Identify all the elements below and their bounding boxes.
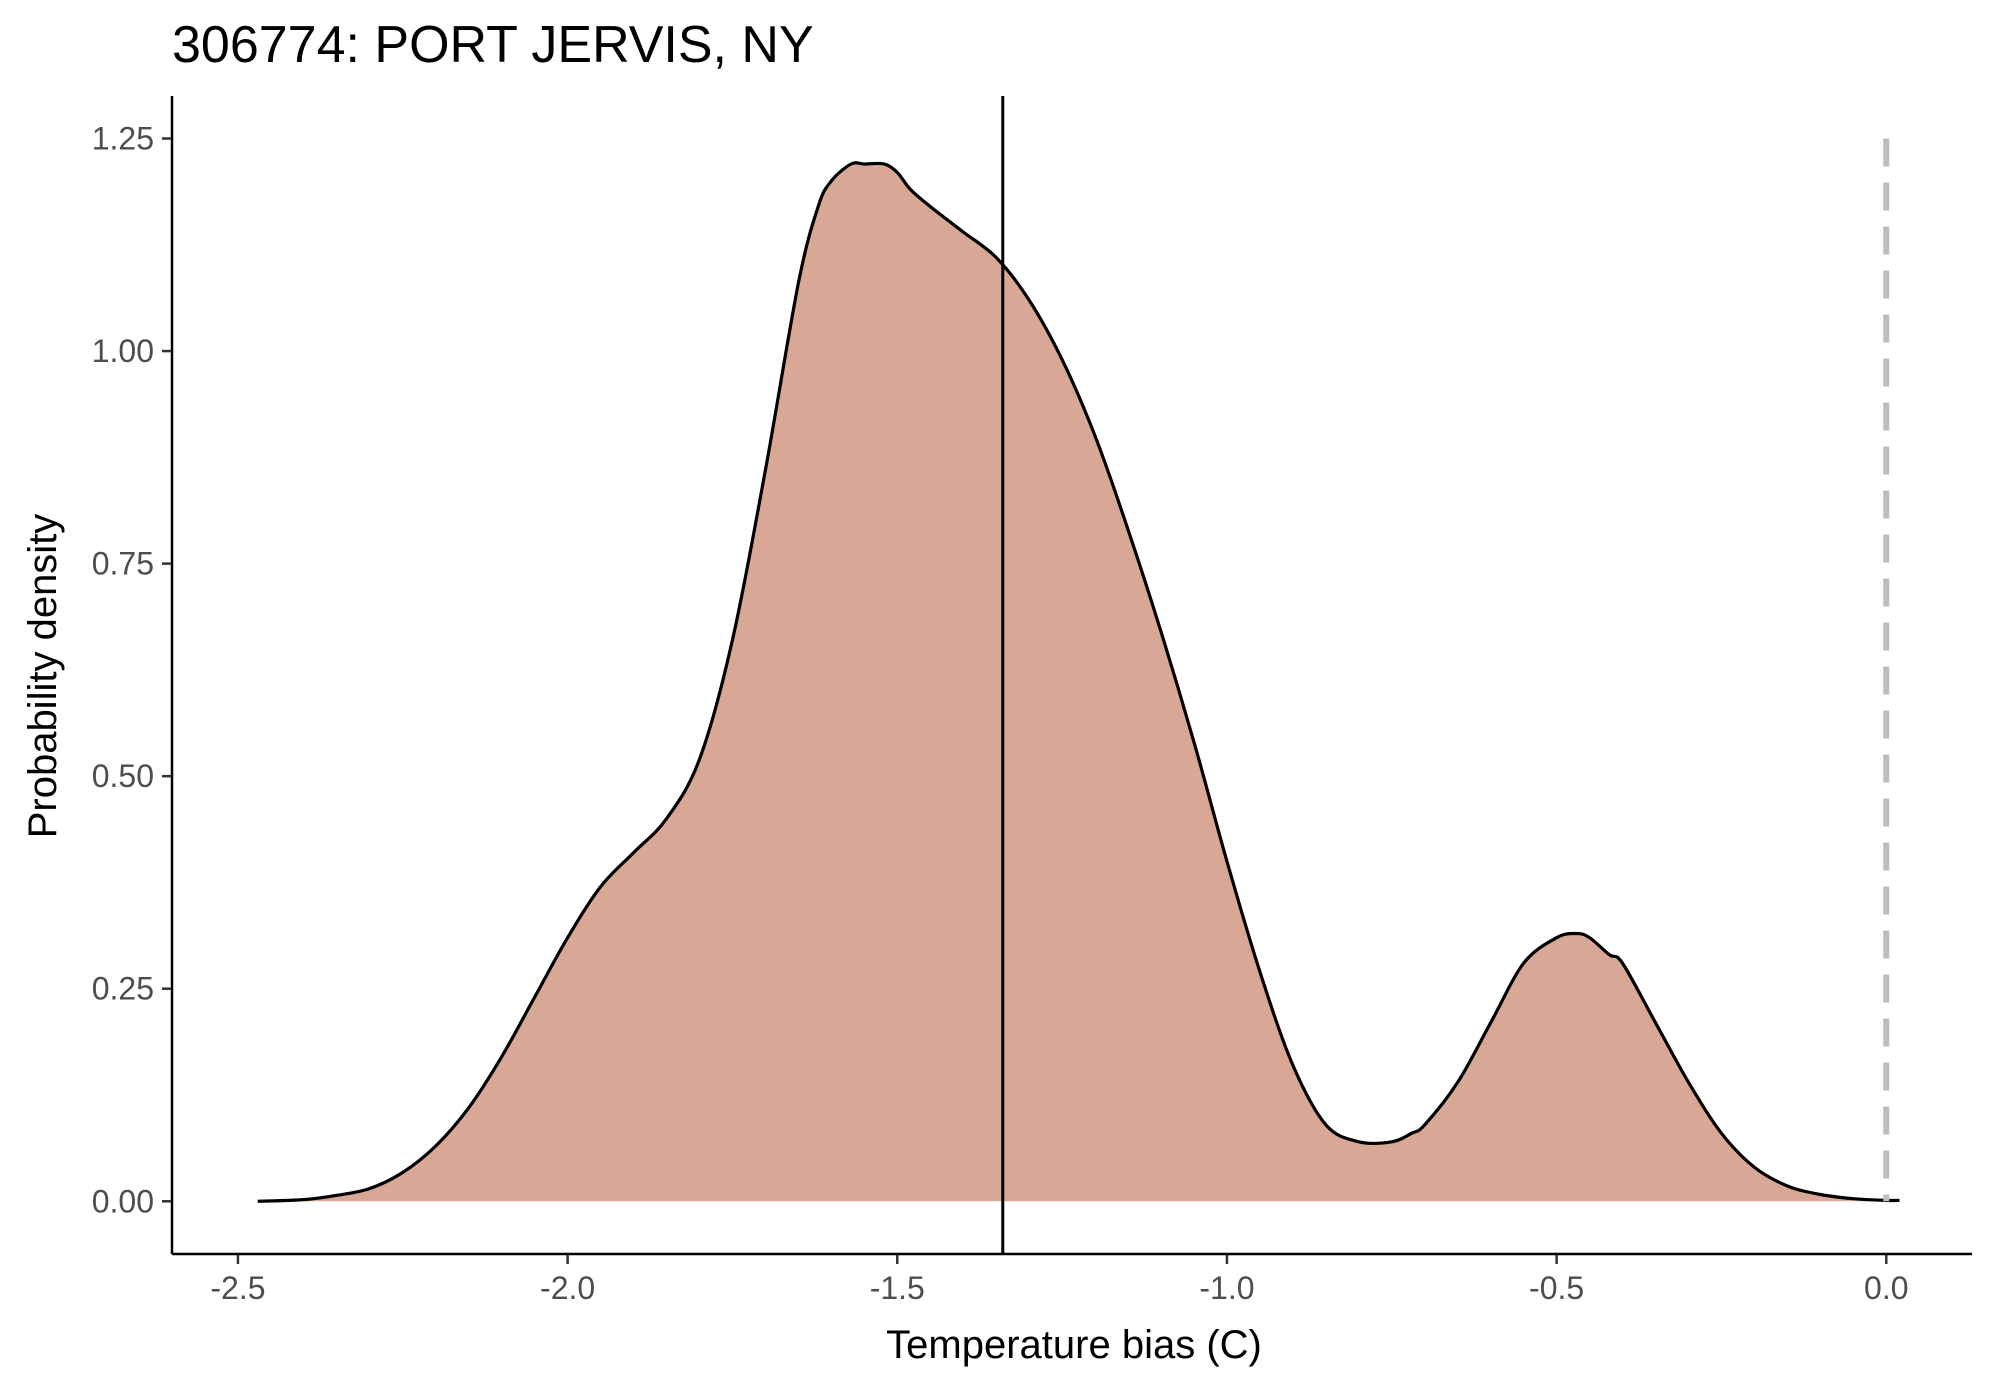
chart-title: 306774: PORT JERVIS, NY: [172, 16, 814, 74]
plot-area: [257, 96, 1900, 1254]
x-tick-label: -2.0: [540, 1270, 595, 1306]
x-axis-title: Temperature bias (C): [886, 1323, 1262, 1367]
x-tick-label: -2.5: [210, 1270, 265, 1306]
x-tick-label: -1.5: [870, 1270, 925, 1306]
x-axis-ticks: -2.5 -2.0 -1.5 -1.0 -0.5 0.0: [210, 1254, 1909, 1306]
x-tick-label: -0.5: [1529, 1270, 1584, 1306]
y-tick-label: 0.50: [92, 758, 154, 794]
density-area-0: [257, 162, 1900, 1202]
y-axis-ticks: 0.00 0.25 0.50 0.75 1.00 1.25: [92, 121, 172, 1219]
y-tick-label: 1.25: [92, 121, 154, 157]
y-tick-label: 1.00: [92, 333, 154, 369]
y-axis-title: Probability density: [21, 514, 65, 839]
density-line-0: [257, 161, 1900, 1203]
x-tick-label: -1.0: [1199, 1270, 1254, 1306]
y-tick-label: 0.75: [92, 546, 154, 582]
x-tick-label: 0.0: [1864, 1270, 1908, 1306]
y-tick-label: 0.25: [92, 971, 154, 1007]
y-tick-label: 0.00: [92, 1183, 154, 1219]
